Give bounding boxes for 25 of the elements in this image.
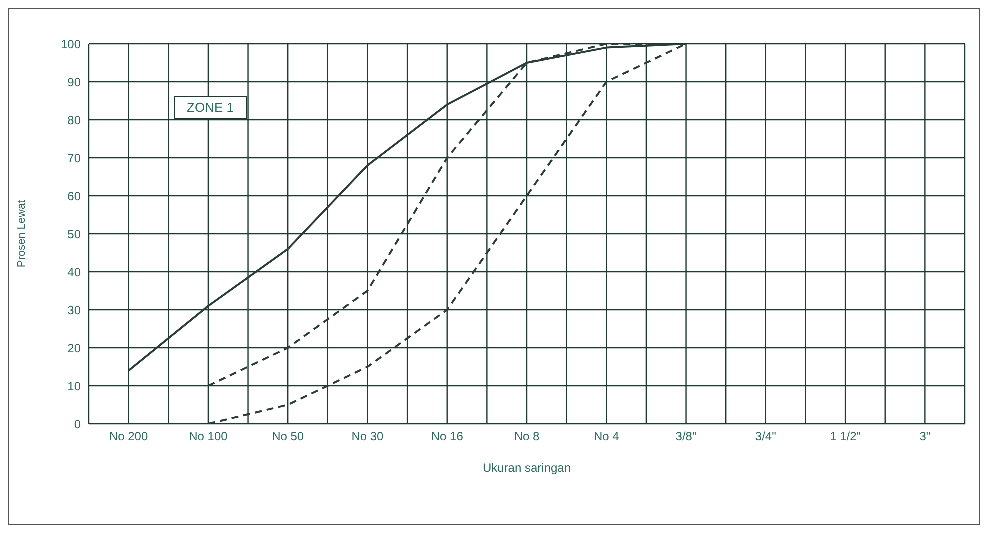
y-tick-label: 10 <box>68 379 82 394</box>
y-axis-title: Prosen Lewat <box>16 200 28 268</box>
y-tick-label: 60 <box>68 189 82 204</box>
y-tick-label: 70 <box>68 151 82 166</box>
x-tick-label: No 8 <box>514 430 540 444</box>
annotation: ZONE 1 <box>174 96 247 119</box>
x-tick-label: 3/4" <box>755 430 776 444</box>
y-tick-label: 100 <box>60 37 82 52</box>
y-tick-label: 30 <box>68 303 82 318</box>
x-tick-label: 1 1/2" <box>830 430 862 444</box>
y-tick-label: 50 <box>68 227 82 242</box>
x-tick-label: No 4 <box>594 430 620 444</box>
x-tick-label: 3/8" <box>676 430 697 444</box>
y-tick-label: 40 <box>68 265 82 280</box>
x-tick-label: 3" <box>920 430 931 444</box>
x-axis-title: Ukuran saringan <box>482 461 572 475</box>
x-tick-label: No 50 <box>272 430 304 444</box>
x-tick-label: No 30 <box>352 430 384 444</box>
x-tick-label: No 200 <box>109 430 148 444</box>
x-tick-label: No 16 <box>431 430 464 444</box>
y-tick-label: 20 <box>68 341 82 356</box>
y-tick-label: 0 <box>74 417 82 432</box>
x-tick-label: No 100 <box>189 430 228 444</box>
y-tick-label: 90 <box>68 75 82 90</box>
y-tick-label: 80 <box>68 113 82 128</box>
